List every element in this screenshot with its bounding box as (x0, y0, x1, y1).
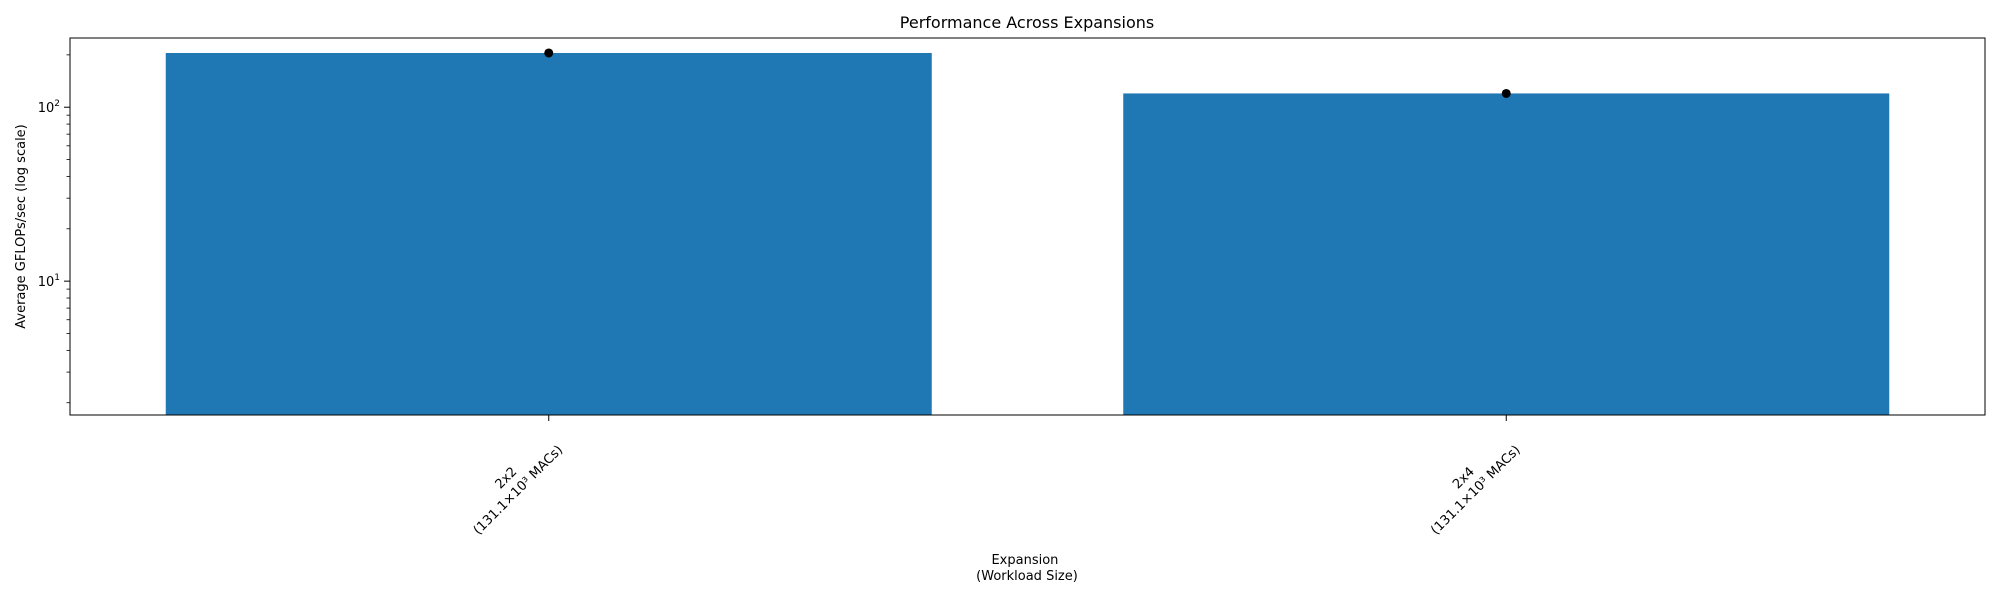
x-tick-label-text: 2x4(131.1×10³ MACs) (1416, 431, 1523, 538)
marker-2x2 (544, 48, 554, 58)
bar-2x2 (165, 52, 932, 415)
x-axis-label: Expansion (Workload Size) (976, 553, 1078, 584)
y-tick-base: 10 (38, 275, 55, 290)
markers-layer (544, 48, 1511, 98)
x-tick-label-2x4: 2x4(131.1×10³ MACs) (1416, 431, 1523, 538)
x-axis-label-line-2: (Workload Size) (976, 569, 1078, 584)
x-tick-workload: (131.1×10³ MACs) (1428, 443, 1523, 538)
x-tick-workload: (131.1×10³ MACs) (471, 443, 566, 538)
y-tick-label-10: 101 (38, 273, 60, 290)
x-axis-label-line-1: Expansion (991, 553, 1058, 568)
bars-layer (165, 52, 1890, 415)
y-tick-base: 10 (38, 101, 55, 116)
y-tick-exponent: 1 (54, 273, 60, 283)
x-axis: 2x2(131.1×10³ MACs) 2x4(131.1×10³ MACs) (459, 415, 1524, 538)
chart-title: Performance Across Expansions (900, 13, 1154, 32)
x-tick-label-text: 2x2(131.1×10³ MACs) (459, 431, 566, 538)
y-axis-label: Average GFLOPs/sec (log scale) (14, 124, 29, 328)
bar-2x4 (1123, 93, 1890, 415)
y-tick-exponent: 2 (54, 99, 60, 109)
x-tick-label-2x2: 2x2(131.1×10³ MACs) (459, 431, 566, 538)
y-tick-label-100: 102 (38, 99, 60, 116)
marker-2x4 (1501, 88, 1511, 98)
plot-frame (69, 37, 1986, 416)
